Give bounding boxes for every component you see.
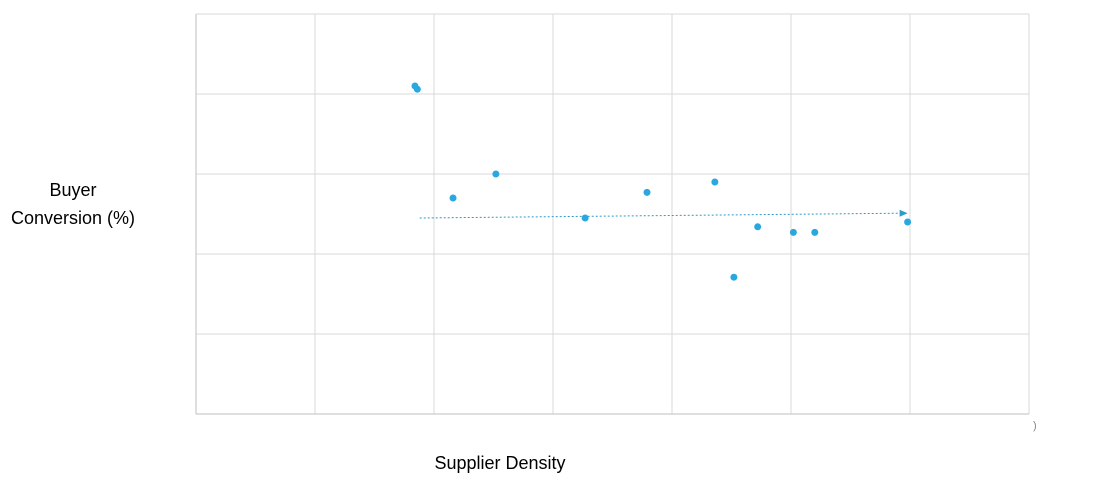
axis-lines bbox=[195, 14, 1029, 415]
grid-lines bbox=[196, 13, 1030, 414]
trendline-arrowhead bbox=[899, 209, 908, 217]
data-point bbox=[711, 178, 719, 186]
trendline-line bbox=[419, 212, 902, 219]
data-point bbox=[904, 218, 912, 226]
data-point bbox=[581, 214, 589, 222]
y-axis-label-line-2: Conversion (%) bbox=[10, 208, 136, 228]
data-points bbox=[411, 82, 912, 281]
data-point bbox=[492, 170, 500, 178]
data-point bbox=[643, 188, 651, 196]
axis-end-mark: ) bbox=[1033, 420, 1037, 432]
data-point bbox=[789, 228, 797, 236]
data-point bbox=[811, 228, 819, 236]
data-point bbox=[449, 194, 457, 202]
y-axis-label: Buyer Conversion (%) bbox=[8, 176, 138, 232]
x-axis-label: Supplier Density bbox=[434, 453, 566, 473]
data-point bbox=[730, 273, 738, 281]
data-point bbox=[413, 85, 421, 93]
y-axis-label-line-1: Buyer bbox=[49, 180, 97, 200]
data-point bbox=[754, 223, 762, 231]
trendline bbox=[419, 209, 908, 219]
